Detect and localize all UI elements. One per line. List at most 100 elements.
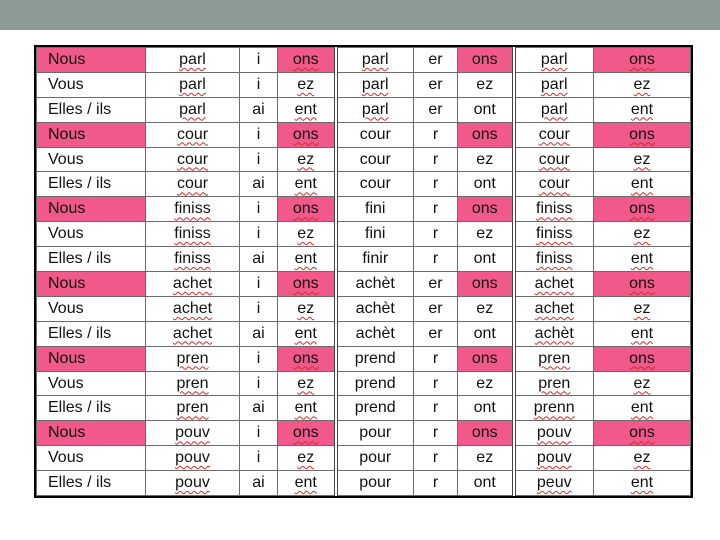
cell-text: ons <box>471 125 498 143</box>
stem-cell: parl <box>513 96 594 123</box>
cell-text: i <box>256 125 261 143</box>
table-row: Vous parl i ez parl er ez parl ez <box>36 71 691 98</box>
cell-text: ai <box>252 250 265 268</box>
pronoun-cell: Nous <box>36 47 146 73</box>
stem-cell: pouv <box>145 445 240 472</box>
ending-cell: ent <box>277 320 338 347</box>
marker-cell: ai <box>239 320 278 347</box>
stem-cell: finiss <box>513 196 594 223</box>
stem-cell: fini <box>335 196 414 223</box>
cell-text: parl <box>179 100 206 118</box>
ending-cell: ont <box>457 171 516 198</box>
stem-cell: parl <box>145 96 240 123</box>
cell-text: i <box>256 349 261 367</box>
marker-cell: er <box>413 96 458 123</box>
ending-cell: ent <box>593 171 691 198</box>
stem-cell: prend <box>335 370 414 397</box>
ending-cell: ez <box>593 146 691 173</box>
pronoun-cell: Nous <box>36 121 146 148</box>
table-row: Nous parl i ons parl er ons parl ons <box>36 47 691 73</box>
cell-text: achèt <box>355 274 395 292</box>
cell-text: ont <box>473 175 496 193</box>
ending-cell: ons <box>277 47 338 73</box>
cell-text: Nous <box>48 50 86 68</box>
cell-text: Vous <box>48 75 84 93</box>
cell-text: ez <box>633 150 651 168</box>
pronoun-cell: Vous <box>36 445 146 472</box>
stem-cell: parl <box>335 47 414 73</box>
ending-cell: ez <box>277 370 338 397</box>
cell-text: achet <box>534 274 574 292</box>
cell-text: cour <box>176 150 209 168</box>
cell-text: parl <box>361 75 389 93</box>
cell-text: finiss <box>174 225 211 243</box>
cell-text: er <box>428 274 443 292</box>
cell-text: finiss <box>174 250 211 268</box>
ending-cell: ont <box>457 470 516 497</box>
cell-text: cour <box>176 125 209 143</box>
ending-cell: ons <box>277 271 338 297</box>
marker-cell: r <box>413 395 458 422</box>
ending-cell: ez <box>593 295 691 322</box>
pronoun-cell: Vous <box>36 295 146 322</box>
stem-cell: finir <box>335 246 414 273</box>
cell-text: er <box>428 50 443 68</box>
pronoun-cell: Elles / ils <box>36 320 146 347</box>
cell-text: r <box>432 125 439 143</box>
marker-cell: i <box>239 445 278 472</box>
marker-cell: i <box>239 420 278 447</box>
cell-text: i <box>256 200 261 218</box>
pronoun-cell: Elles / ils <box>36 96 146 123</box>
cell-text: ent <box>630 324 654 342</box>
cell-text: ez <box>297 299 315 317</box>
cell-text: i <box>256 299 261 317</box>
cell-text: Elles / ils <box>48 250 112 268</box>
cell-text: r <box>432 349 439 367</box>
table-row: Elles / ils pouv ai ent pour r ont peuv ent <box>36 470 691 497</box>
ending-cell: ez <box>277 295 338 322</box>
marker-cell: r <box>413 146 458 173</box>
marker-cell: er <box>413 271 458 297</box>
ending-cell: ent <box>277 96 338 123</box>
marker-cell: r <box>413 196 458 223</box>
marker-cell: i <box>239 345 278 372</box>
ending-cell: ez <box>457 295 516 322</box>
cell-text: r <box>432 225 439 243</box>
pronoun-cell: Vous <box>36 71 146 98</box>
cell-text: pour <box>359 424 392 442</box>
marker-cell: ai <box>239 470 278 497</box>
stem-cell: prenn <box>513 395 594 422</box>
cell-text: cour <box>538 125 570 143</box>
cell-text: pouv <box>536 424 572 442</box>
cell-text: pour <box>359 449 392 467</box>
ending-cell: ons <box>457 196 516 223</box>
cell-text: ez <box>476 225 494 243</box>
conjugation-table: Nous parl i ons parl er ons parl ons Vous parl i ez p… <box>34 45 693 499</box>
ending-cell: ons <box>593 271 691 297</box>
cell-text: finiss <box>174 200 211 218</box>
ending-cell: ez <box>277 445 338 472</box>
marker-cell: r <box>413 420 458 447</box>
cell-text: ons <box>629 349 655 367</box>
stem-cell: cour <box>145 146 240 173</box>
cell-text: pouv <box>175 424 210 442</box>
cell-text: ent <box>294 474 317 492</box>
cell-text: i <box>256 449 261 467</box>
marker-cell: r <box>413 470 458 497</box>
ending-cell: ons <box>457 420 516 447</box>
cell-text: pouv <box>175 474 210 492</box>
slide-top-bar <box>0 0 720 30</box>
cell-text: finiss <box>536 250 573 268</box>
cell-text: ont <box>473 250 496 268</box>
stem-cell: parl <box>145 71 240 98</box>
cell-text: prenn <box>533 399 575 417</box>
cell-text: finir <box>362 250 389 268</box>
table-row: Nous pouv i ons pour r ons pouv ons <box>36 420 691 447</box>
cell-text: parl <box>361 100 389 118</box>
cell-text: ez <box>297 449 315 467</box>
stem-cell: pren <box>513 370 594 397</box>
cell-text: cour <box>359 150 391 168</box>
stem-cell: pren <box>145 395 240 422</box>
ending-cell: ez <box>593 71 691 98</box>
pronoun-cell: Vous <box>36 370 146 397</box>
